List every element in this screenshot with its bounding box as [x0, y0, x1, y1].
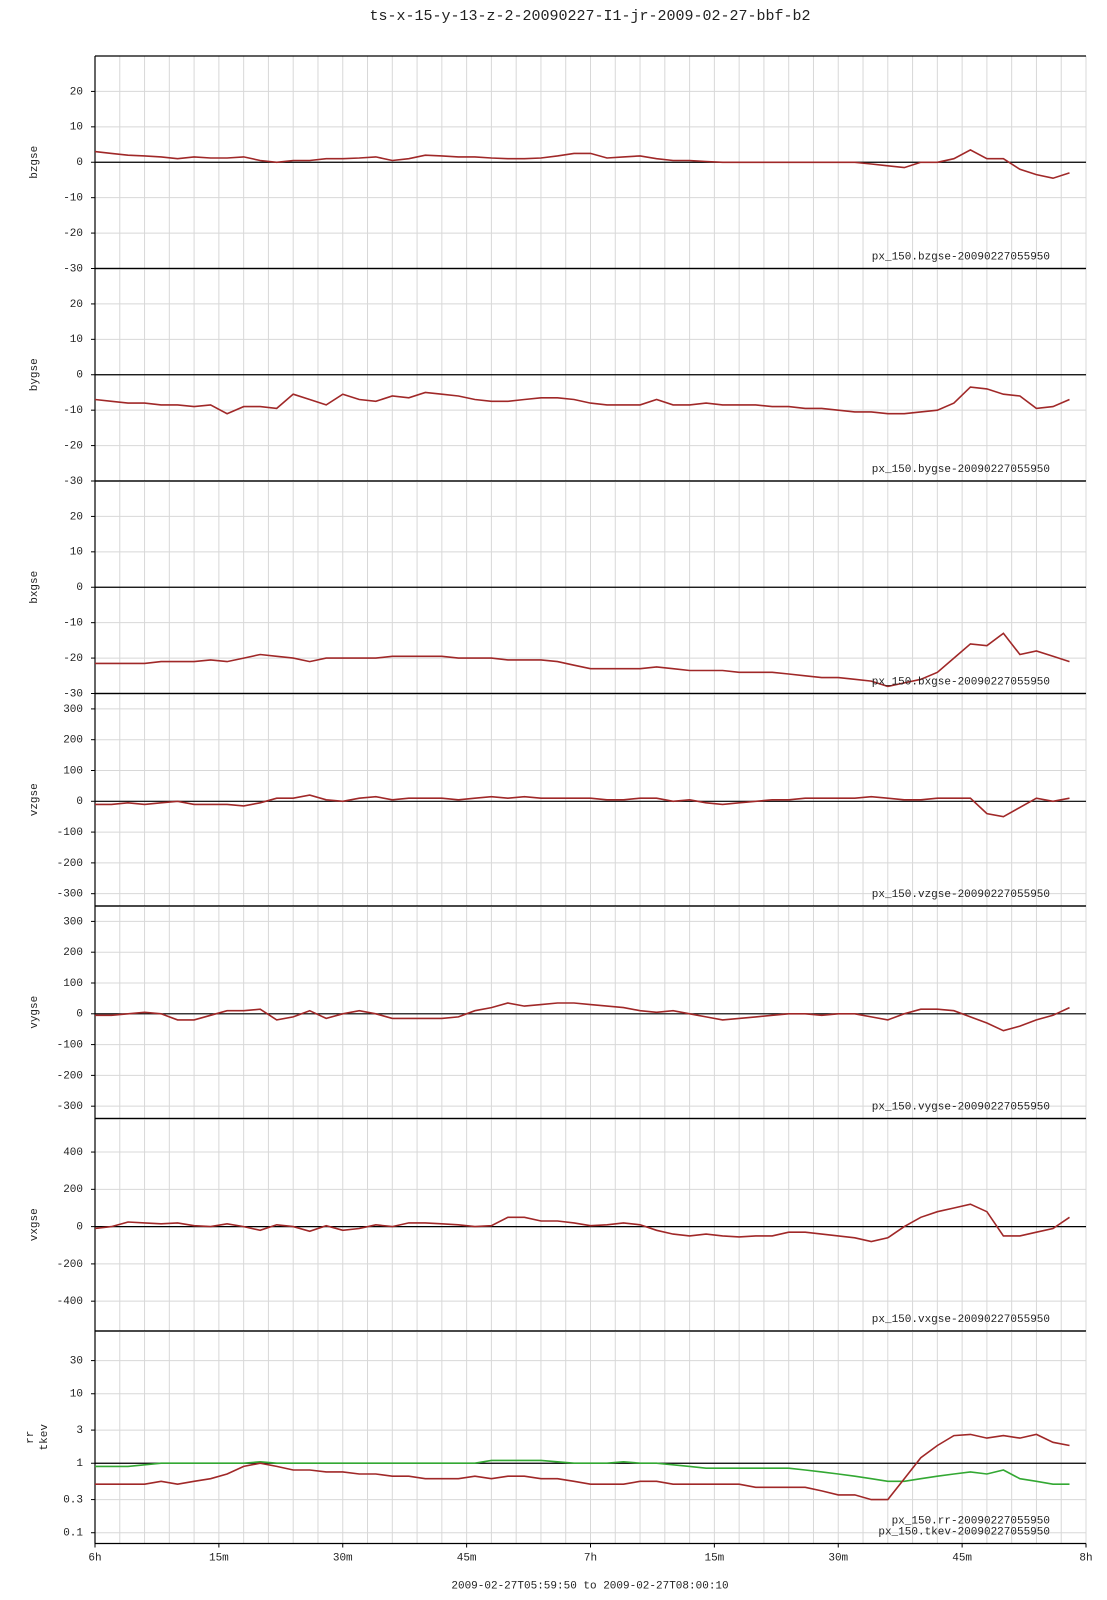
series-line	[95, 1433, 1070, 1501]
legend-label: px_150.vzgse-20090227055950	[872, 889, 1050, 901]
y-tick-label: -30	[63, 688, 83, 700]
legend-label: px_150.vxgse-20090227055950	[872, 1314, 1050, 1326]
y-tick-label: -20	[63, 228, 83, 240]
y-tick-label: -30	[63, 476, 83, 488]
y-tick-label: -200	[57, 858, 83, 870]
x-tick-label: 30m	[828, 1552, 848, 1564]
y-axis-label: bxgse	[29, 571, 41, 604]
y-tick-label: -200	[57, 1259, 83, 1271]
y-tick-label: -300	[57, 1101, 83, 1113]
x-tick-label: 8h	[1079, 1552, 1092, 1564]
x-tick-label: 7h	[584, 1552, 597, 1564]
y-tick-label: 3	[76, 1425, 83, 1437]
y-tick-label: -100	[57, 827, 83, 839]
y-tick-label: 0	[76, 1009, 83, 1021]
legend-label: px_150.tkev-20090227055950	[878, 1526, 1050, 1538]
y-axis-label: bygse	[29, 358, 41, 391]
y-tick-label: -200	[57, 1070, 83, 1082]
y-axis-label: vzgse	[29, 783, 41, 816]
y-tick-label: 30	[70, 1356, 83, 1368]
y-tick-label: 0	[76, 582, 83, 594]
y-tick-label: -20	[63, 440, 83, 452]
x-tick-label: 15m	[704, 1552, 724, 1564]
y-tick-label: 10	[70, 334, 83, 346]
legend-label: px_150.bzgse-20090227055950	[872, 251, 1050, 263]
y-tick-label: 0	[76, 1222, 83, 1234]
chart-title: ts-x-15-y-13-z-2-20090227-I1-jr-2009-02-…	[369, 8, 810, 25]
y-tick-label: 300	[63, 704, 83, 716]
series-line	[94, 386, 1070, 415]
x-tick-label: 30m	[333, 1552, 353, 1564]
y-tick-label: 200	[63, 735, 83, 747]
y-tick-label: 0	[76, 157, 83, 169]
y-tick-label: 20	[70, 86, 83, 98]
y-tick-label: 200	[63, 1184, 83, 1196]
legend-label: px_150.vygse-20090227055950	[872, 1101, 1050, 1113]
legend-label: px_150.rr-20090227055950	[892, 1515, 1050, 1527]
x-tick-label: 6h	[88, 1552, 101, 1564]
x-tick-label: 45m	[457, 1552, 477, 1564]
series-line	[94, 1203, 1070, 1243]
x-tick-label: 45m	[952, 1552, 972, 1564]
y-tick-label: -30	[63, 263, 83, 275]
y-tick-label: -400	[57, 1296, 83, 1308]
y-tick-label: 0.1	[63, 1528, 83, 1540]
y-tick-label: -20	[63, 653, 83, 665]
y-tick-label: -10	[63, 193, 83, 205]
y-tick-label: 20	[70, 511, 83, 523]
series-line	[94, 148, 1070, 180]
y-tick-label: 10	[70, 547, 83, 559]
y-tick-label: -10	[63, 405, 83, 417]
y-axis-label: tkev	[39, 1424, 51, 1451]
y-tick-label: 0	[76, 796, 83, 808]
y-axis-label: rr	[25, 1431, 37, 1444]
y-axis-label: vxgse	[29, 1208, 41, 1241]
legend-label: px_150.bygse-20090227055950	[872, 464, 1050, 476]
y-axis-label: vygse	[29, 996, 41, 1029]
series-line	[95, 632, 1070, 688]
y-tick-label: 0	[76, 370, 83, 382]
y-tick-label: 100	[63, 978, 83, 990]
y-tick-label: 100	[63, 765, 83, 777]
y-tick-label: 1	[76, 1458, 83, 1470]
y-tick-label: -100	[57, 1039, 83, 1051]
series-line	[95, 794, 1070, 818]
y-tick-label: 300	[63, 916, 83, 928]
y-tick-label: 10	[70, 1389, 83, 1401]
legend-label: px_150.bxgse-20090227055950	[872, 676, 1050, 688]
y-tick-label: 20	[70, 299, 83, 311]
y-tick-label: 10	[70, 122, 83, 134]
x-axis-label: 2009-02-27T05:59:50 to 2009-02-27T08:00:…	[451, 1580, 728, 1592]
series-line	[95, 1459, 1070, 1485]
y-tick-label: -10	[63, 618, 83, 630]
y-tick-label: 0.3	[63, 1494, 83, 1506]
y-tick-label: 200	[63, 947, 83, 959]
y-tick-label: 400	[63, 1147, 83, 1159]
series-line	[95, 1002, 1070, 1032]
x-tick-label: 15m	[209, 1552, 229, 1564]
y-axis-label: bzgse	[29, 146, 41, 179]
y-tick-label: -300	[57, 889, 83, 901]
